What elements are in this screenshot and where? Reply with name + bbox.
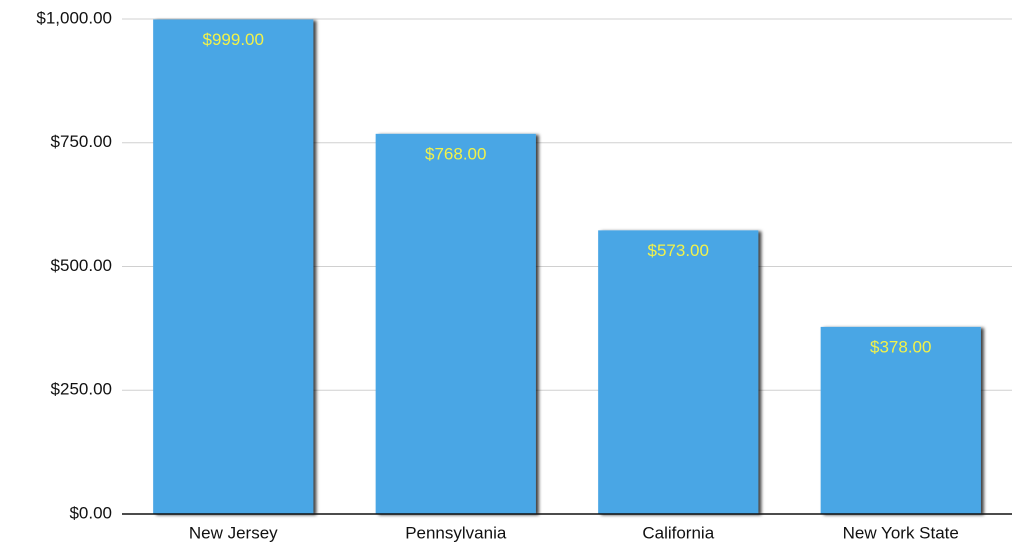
- x-tick-label: California: [642, 523, 714, 542]
- data-label: $999.00: [203, 30, 264, 49]
- y-tick-label: $750.00: [51, 132, 112, 151]
- y-tick-label: $500.00: [51, 256, 112, 275]
- bar: [375, 133, 536, 514]
- data-label: $573.00: [648, 241, 709, 260]
- bar: [153, 19, 314, 515]
- y-tick-label: $1,000.00: [36, 8, 112, 27]
- y-tick-label: $0.00: [69, 503, 112, 522]
- x-tick-label: Pennsylvania: [405, 523, 507, 542]
- data-label: $768.00: [425, 144, 486, 163]
- y-tick-label: $250.00: [51, 380, 112, 399]
- bar: [598, 230, 759, 515]
- data-label: $378.00: [870, 337, 931, 356]
- bar: [820, 326, 981, 514]
- x-tick-label: New Jersey: [189, 523, 278, 542]
- x-tick-label: New York State: [843, 523, 959, 542]
